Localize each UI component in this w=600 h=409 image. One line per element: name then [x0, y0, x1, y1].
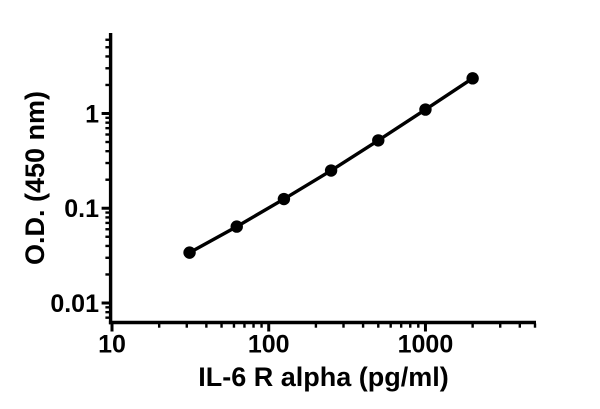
data-point-marker	[419, 103, 432, 116]
data-point-marker	[230, 220, 243, 233]
data-point-marker	[466, 72, 479, 85]
data-point-marker	[324, 164, 338, 177]
x-axis-title: IL-6 R alpha (pg/ml)	[198, 362, 449, 392]
y-tick-label: 0.1	[64, 195, 99, 223]
data-point-marker	[277, 192, 291, 206]
x-tick-label: 10	[98, 331, 126, 359]
x-tick-label: 100	[248, 331, 290, 359]
data-point-marker	[183, 246, 196, 259]
y-axis-title: O.D. (450 nm)	[20, 90, 50, 266]
data-point-marker	[372, 134, 385, 147]
y-tick-label: 1	[85, 100, 99, 128]
x-tick-label: 1000	[398, 331, 454, 359]
y-tick-label: 0.01	[50, 290, 99, 318]
